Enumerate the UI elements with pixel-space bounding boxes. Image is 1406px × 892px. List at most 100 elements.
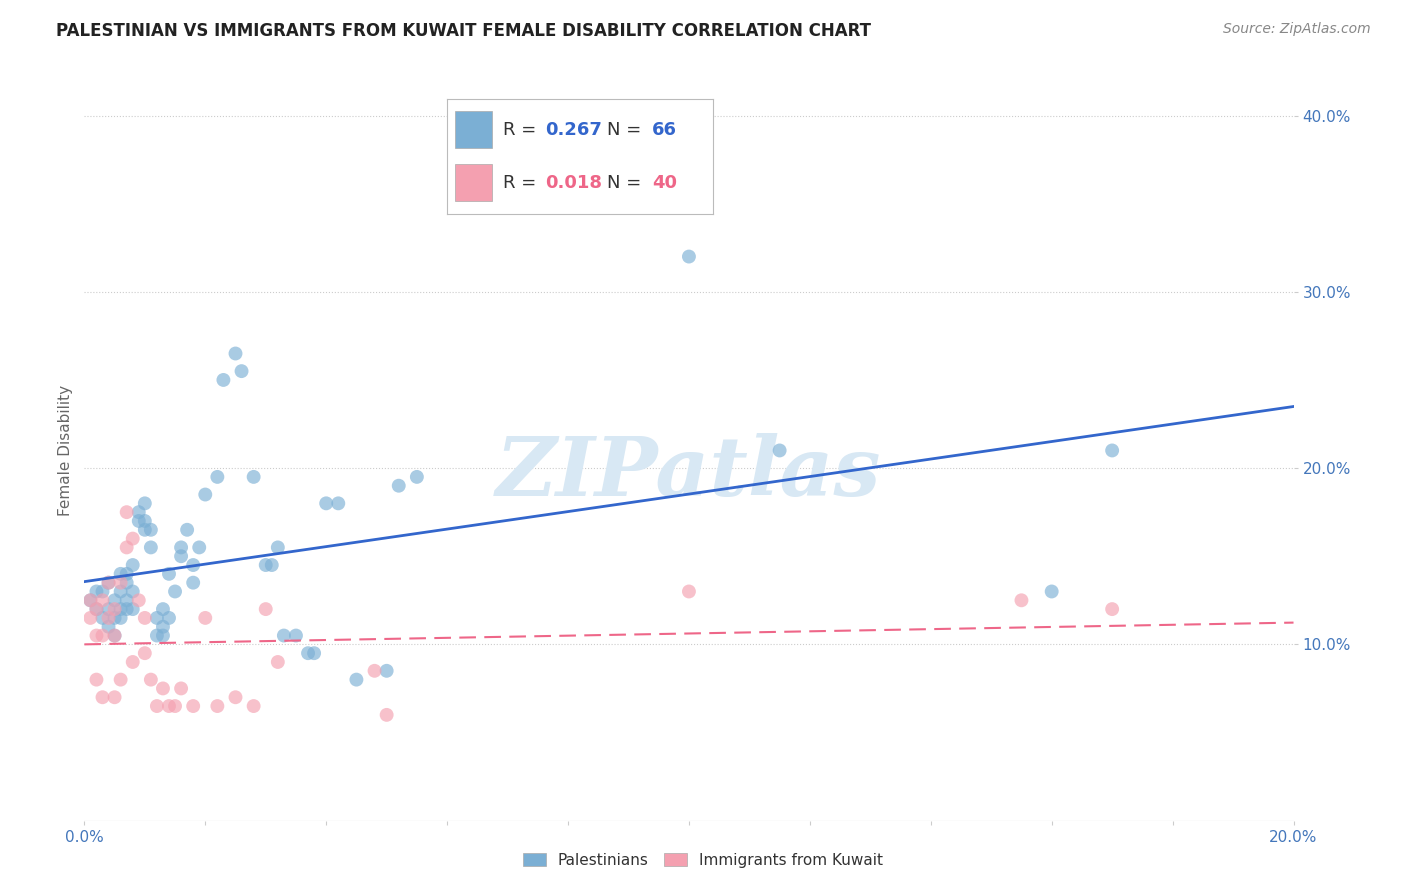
Point: [375, 664, 398, 678]
Point: [207, 470, 229, 484]
Point: [121, 558, 143, 572]
Point: [104, 593, 127, 607]
Point: [86, 602, 108, 616]
Point: [139, 523, 162, 537]
Point: [146, 628, 169, 642]
Text: Source: ZipAtlas.com: Source: ZipAtlas.com: [1223, 22, 1371, 37]
Point: [110, 575, 132, 590]
Point: [769, 443, 792, 458]
Point: [110, 673, 132, 687]
Point: [267, 541, 290, 555]
Point: [285, 628, 308, 642]
Point: [128, 505, 150, 519]
Point: [97, 575, 120, 590]
Point: [134, 646, 156, 660]
Point: [134, 611, 156, 625]
Point: [86, 628, 108, 642]
Point: [91, 628, 114, 642]
Text: ZIPatlas: ZIPatlas: [496, 433, 882, 513]
Point: [152, 620, 174, 634]
Point: [79, 593, 101, 607]
Point: [97, 602, 120, 616]
Point: [267, 655, 290, 669]
Point: [91, 690, 114, 705]
Point: [115, 566, 138, 581]
Point: [165, 584, 187, 599]
Point: [86, 584, 108, 599]
Point: [1011, 593, 1033, 607]
Point: [231, 364, 253, 378]
Point: [194, 487, 217, 501]
Point: [79, 593, 101, 607]
Point: [254, 602, 277, 616]
Point: [139, 541, 162, 555]
Point: [297, 646, 319, 660]
Point: [157, 611, 180, 625]
Point: [121, 584, 143, 599]
Point: [104, 628, 127, 642]
Point: [121, 602, 143, 616]
Point: [176, 523, 198, 537]
Point: [157, 699, 180, 714]
Point: [302, 646, 325, 660]
Point: [225, 346, 247, 360]
Point: [115, 602, 138, 616]
Point: [1101, 602, 1123, 616]
Point: [91, 593, 114, 607]
Point: [165, 699, 187, 714]
Point: [97, 611, 120, 625]
Point: [678, 584, 700, 599]
Point: [406, 470, 429, 484]
Point: [260, 558, 283, 572]
Point: [91, 584, 114, 599]
Point: [104, 690, 127, 705]
Point: [97, 575, 120, 590]
Point: [110, 584, 132, 599]
Point: [328, 496, 350, 510]
Point: [110, 611, 132, 625]
Point: [134, 523, 156, 537]
Point: [115, 541, 138, 555]
Point: [139, 673, 162, 687]
Point: [212, 373, 235, 387]
Point: [188, 541, 211, 555]
Point: [242, 470, 264, 484]
Point: [91, 611, 114, 625]
Point: [363, 664, 385, 678]
Point: [375, 707, 398, 722]
Point: [157, 566, 180, 581]
Point: [242, 699, 264, 714]
Point: [152, 681, 174, 696]
Point: [170, 541, 193, 555]
Point: [152, 602, 174, 616]
Point: [110, 602, 132, 616]
Point: [346, 673, 368, 687]
Point: [194, 611, 217, 625]
Point: [1101, 443, 1123, 458]
Point: [225, 690, 247, 705]
Point: [146, 699, 169, 714]
Point: [121, 655, 143, 669]
Point: [115, 505, 138, 519]
Point: [104, 602, 127, 616]
Y-axis label: Female Disability: Female Disability: [58, 384, 73, 516]
Legend: Palestinians, Immigrants from Kuwait: Palestinians, Immigrants from Kuwait: [515, 845, 891, 875]
Point: [121, 532, 143, 546]
Point: [128, 593, 150, 607]
Point: [86, 673, 108, 687]
Point: [115, 575, 138, 590]
Point: [207, 699, 229, 714]
Text: PALESTINIAN VS IMMIGRANTS FROM KUWAIT FEMALE DISABILITY CORRELATION CHART: PALESTINIAN VS IMMIGRANTS FROM KUWAIT FE…: [56, 22, 872, 40]
Point: [86, 602, 108, 616]
Point: [128, 514, 150, 528]
Point: [97, 620, 120, 634]
Point: [273, 628, 295, 642]
Point: [181, 558, 204, 572]
Point: [181, 699, 204, 714]
Point: [104, 628, 127, 642]
Point: [170, 549, 193, 564]
Point: [104, 611, 127, 625]
Point: [115, 593, 138, 607]
Point: [134, 514, 156, 528]
Point: [1040, 584, 1063, 599]
